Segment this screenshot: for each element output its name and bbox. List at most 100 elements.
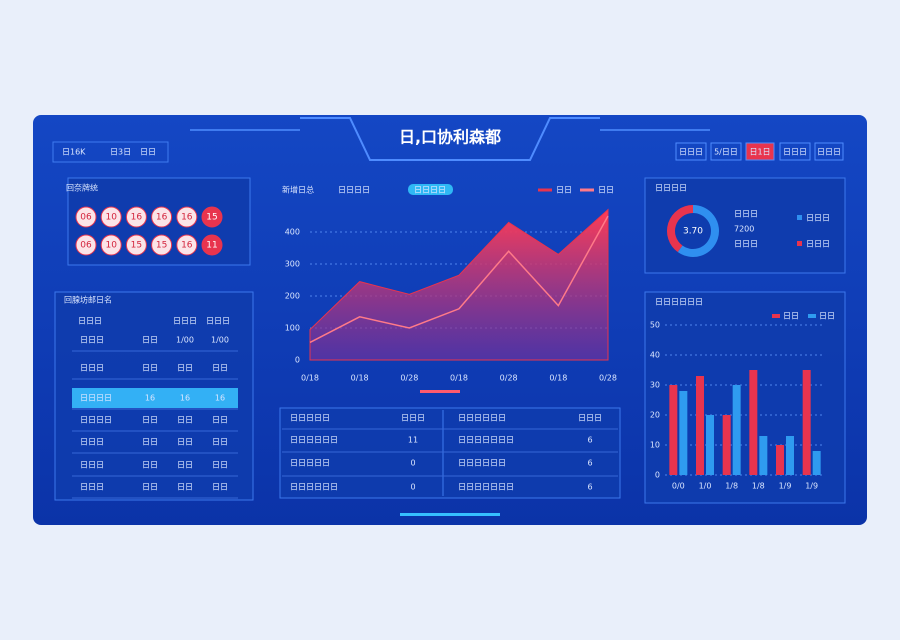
bar	[749, 370, 758, 475]
label: 日日日	[734, 240, 758, 249]
label: 日日	[177, 483, 193, 492]
donut-segment	[677, 205, 719, 257]
label: 日日日日日	[290, 459, 330, 468]
label: 200	[285, 292, 300, 301]
label: 1/9	[805, 482, 818, 491]
label: 日日日日	[80, 394, 112, 403]
label: 3.70	[683, 227, 703, 237]
label: 20	[650, 411, 660, 420]
label: 日日	[177, 438, 193, 447]
legend-swatch	[772, 314, 780, 318]
label: 0/28	[400, 374, 418, 383]
label: 日日日日	[338, 186, 370, 195]
label: 日16K	[62, 148, 86, 157]
ball	[125, 206, 147, 228]
label: 日日日日日	[290, 414, 330, 423]
button[interactable]	[675, 142, 707, 161]
label: 10	[650, 441, 660, 450]
label: 日日日	[783, 148, 807, 157]
label: 16	[181, 241, 193, 251]
label: 日日	[598, 186, 614, 195]
panel	[644, 291, 846, 504]
label: 日日日日日日	[290, 483, 338, 492]
ball	[201, 234, 223, 256]
footer-deco	[400, 513, 500, 516]
label: 日日日	[401, 414, 425, 423]
button[interactable]	[779, 142, 811, 161]
label: 日日日	[734, 210, 758, 219]
label: 日日日	[817, 148, 841, 157]
label: 日日	[177, 461, 193, 470]
label: 30	[650, 381, 660, 390]
bar	[722, 415, 731, 475]
label: 新增日总	[282, 185, 314, 195]
label: 15	[206, 213, 217, 223]
label: 16	[215, 394, 225, 403]
ball	[75, 234, 97, 256]
label: 日日日日日日	[458, 459, 506, 468]
label: 日日	[177, 364, 193, 373]
label: 10	[105, 213, 117, 223]
label: 0	[410, 483, 415, 492]
button[interactable]	[814, 142, 844, 161]
label: 日日	[140, 148, 156, 157]
label: 0/28	[599, 374, 617, 383]
ball	[75, 206, 97, 228]
label: 1/8	[752, 482, 765, 491]
ball	[100, 206, 122, 228]
label: 1/9	[779, 482, 792, 491]
label: 日日	[142, 461, 158, 470]
donut-segment	[667, 205, 694, 253]
label: 1/8	[725, 482, 738, 491]
label: 日日	[142, 438, 158, 447]
label: 6	[587, 436, 592, 445]
label: 日日	[212, 461, 228, 470]
header-deco	[300, 117, 600, 161]
label: 16	[145, 394, 155, 403]
bar	[732, 385, 741, 475]
label: 40	[650, 351, 660, 360]
label: 日日日	[806, 240, 830, 249]
label: 日日日日日日	[290, 436, 338, 445]
label: 1/00	[176, 336, 194, 345]
label: 日日日	[806, 214, 830, 223]
button[interactable]	[745, 142, 775, 161]
label: 0/18	[301, 374, 319, 383]
panel	[279, 407, 621, 499]
label: 日3日	[110, 148, 131, 157]
button[interactable]	[710, 142, 742, 161]
badge	[408, 184, 453, 195]
label: 日日日	[80, 461, 104, 470]
ball	[151, 234, 173, 256]
label: 0/18	[549, 374, 567, 383]
label: 0	[295, 356, 300, 365]
label: 0/18	[450, 374, 468, 383]
label: 回奈牌统	[66, 183, 98, 193]
label: 日1日	[749, 148, 770, 157]
label: 0/28	[500, 374, 518, 383]
bar	[759, 436, 768, 475]
label: 11	[408, 436, 418, 445]
tab-box	[52, 141, 169, 163]
label: 400	[285, 228, 300, 237]
label: 15	[156, 241, 167, 251]
legend-swatch	[797, 215, 802, 220]
label: 日日	[212, 364, 228, 373]
label: 日日日日	[655, 184, 687, 193]
label: 日日	[142, 416, 158, 425]
label: 1/00	[211, 336, 229, 345]
label: 日日日日日日日	[458, 436, 514, 445]
label: 11	[206, 241, 217, 251]
legend-swatch	[808, 314, 816, 318]
label: 16	[180, 394, 190, 403]
bar	[786, 436, 794, 475]
bar	[679, 391, 688, 475]
label: 06	[80, 213, 92, 223]
label: 5/日日	[714, 148, 738, 157]
label: 06	[80, 241, 92, 251]
label: 日,口协利森都	[399, 128, 501, 147]
ball	[201, 206, 223, 228]
label: 300	[285, 260, 300, 269]
label: 10	[105, 241, 117, 251]
bar	[776, 445, 784, 475]
